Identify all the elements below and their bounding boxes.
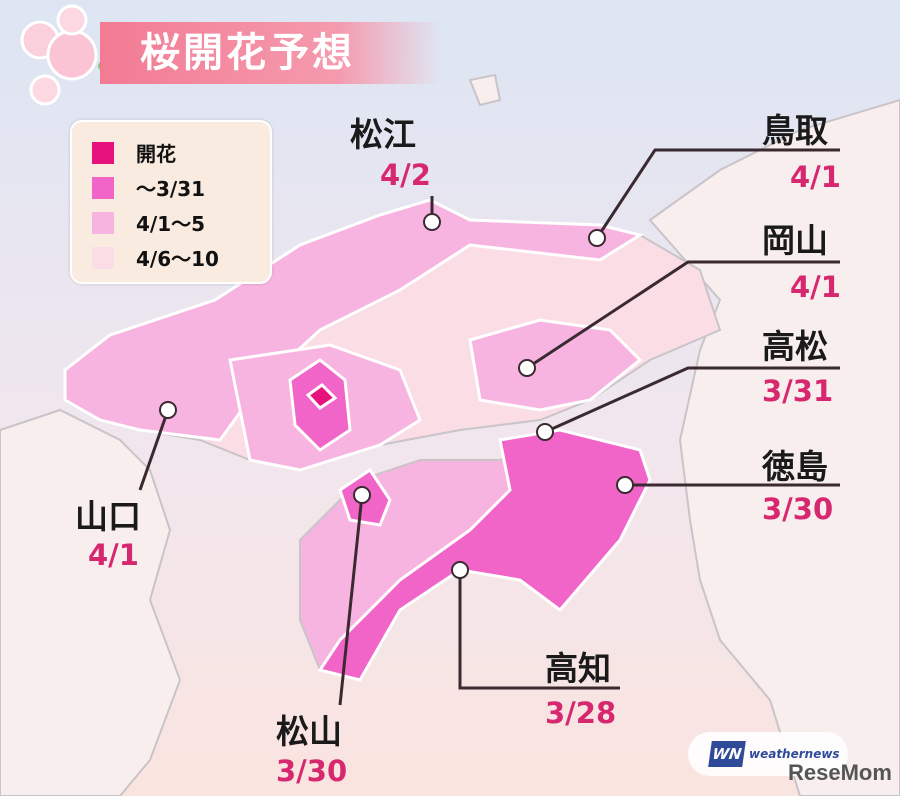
bloom-date: 3/28 (545, 696, 617, 730)
wn-text: weathernews (749, 747, 840, 761)
city-dot (588, 229, 606, 247)
leader-line (138, 409, 170, 491)
city-name: 徳島 (762, 447, 828, 486)
bloom-date: 3/30 (276, 754, 348, 788)
bloom-date: 3/31 (762, 374, 834, 408)
legend: 開花 〜3/31 4/1〜5 4/6〜10 (70, 120, 272, 284)
city-dot (616, 476, 634, 494)
page-title: 桜開花予想 (100, 22, 440, 84)
legend-item: 4/6〜10 (92, 243, 219, 272)
chugoku-region (63, 198, 722, 472)
legend-swatch (92, 246, 114, 269)
legend-item: 〜3/31 (92, 173, 205, 202)
city-name: 鳥取 (762, 111, 828, 150)
city-dot (423, 213, 441, 231)
legend-label: 〜3/31 (136, 177, 206, 201)
bloom-date: 4/1 (88, 538, 139, 572)
city-dot (353, 486, 371, 504)
legend-item: 4/1〜5 (92, 208, 205, 237)
city-dots (159, 213, 634, 579)
city-name: 岡山 (762, 221, 828, 260)
city-name: 高知 (545, 649, 611, 688)
leader-line (338, 494, 364, 706)
legend-swatch (92, 141, 114, 164)
city-name: 山口 (75, 497, 141, 536)
shikoku-region (299, 428, 652, 682)
city-name: 松山 (276, 712, 342, 751)
legend-label: 4/1〜5 (136, 212, 206, 236)
weathernews-logo: WN weathernews (688, 732, 848, 776)
bloom-date: 3/30 (762, 492, 834, 526)
city-name: 高松 (762, 327, 828, 366)
city-name: 松江 (350, 115, 416, 154)
resemom-logo: ReseMom (788, 760, 892, 785)
other-land (0, 73, 900, 796)
city-dot (518, 359, 536, 377)
legend-swatch (92, 211, 114, 234)
city-dot (159, 401, 177, 419)
leader-line (458, 570, 620, 690)
leader-lines (138, 148, 840, 706)
legend-item: 開花 (92, 138, 176, 167)
leader-line (526, 260, 840, 370)
legend-swatch (92, 176, 114, 199)
leader-line (544, 366, 840, 434)
legend-label: 開花 (136, 142, 176, 166)
legend-label: 4/6〜10 (136, 247, 219, 271)
city-dot (536, 423, 554, 441)
bloom-date: 4/2 (380, 158, 431, 192)
bloom-date: 4/1 (790, 270, 841, 304)
city-dot (451, 561, 469, 579)
bloom-date: 4/1 (790, 160, 841, 194)
wn-mark: WN (708, 741, 746, 767)
leader-line (595, 148, 840, 239)
sakura-flowers (20, 4, 126, 106)
